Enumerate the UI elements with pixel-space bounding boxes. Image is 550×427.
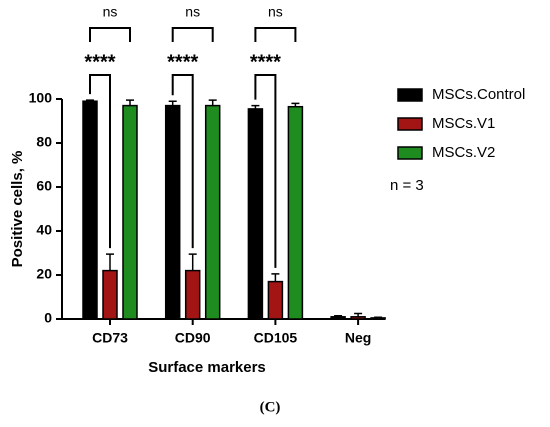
bar: [247, 108, 264, 320]
bar: [287, 105, 304, 320]
significance-bracket: [89, 27, 131, 42]
note: n = 3: [390, 177, 424, 194]
x-tick-label: CD105: [254, 330, 298, 346]
legend-swatch: [397, 88, 423, 102]
legend-label: MSCs.V2: [432, 144, 495, 161]
legend-label: MSCs.V1: [432, 115, 495, 132]
significance-label: ****: [250, 51, 281, 73]
y-tick-label: 100: [29, 90, 53, 106]
error-bar: [106, 253, 114, 271]
y-tick-label: 0: [44, 310, 52, 326]
bar: [204, 104, 221, 320]
y-axis-title: Positive cells, %: [9, 151, 26, 268]
x-tick-label: CD90: [175, 330, 211, 346]
bar: [164, 104, 181, 320]
bar: [330, 316, 346, 320]
bar: [102, 269, 118, 320]
error-bar: [126, 99, 134, 106]
error-bar: [374, 316, 383, 318]
significance-bracket: [171, 74, 194, 249]
bar: [82, 100, 98, 320]
legend-swatch: [397, 117, 423, 131]
significance-bracket: [89, 74, 111, 249]
bar: [350, 316, 366, 320]
significance-label: ****: [84, 51, 115, 73]
significance-label: ns: [103, 4, 118, 20]
error-bar: [354, 312, 363, 317]
bar: [184, 269, 201, 320]
x-axis-title: Surface markers: [148, 359, 266, 376]
error-bar: [271, 273, 280, 282]
error-bar: [188, 253, 197, 271]
panel-label: (C): [260, 399, 281, 415]
bar: [267, 280, 284, 320]
legend-swatch: [397, 146, 423, 160]
significance-bracket: [254, 74, 277, 268]
significance-bracket: [254, 27, 297, 42]
error-bar: [334, 314, 343, 317]
x-tick-label: Neg: [345, 330, 371, 346]
significance-label: ns: [185, 4, 200, 20]
y-tick-label: 20: [36, 266, 52, 282]
error-bar: [251, 104, 260, 109]
bar: [370, 317, 386, 320]
significance-bracket: [171, 27, 214, 42]
y-tick-label: 40: [36, 222, 52, 238]
bar: [122, 104, 138, 320]
error-bar: [208, 99, 217, 106]
error-bar: [291, 102, 300, 107]
x-tick-label: CD73: [92, 330, 128, 346]
y-tick-label: 60: [36, 178, 52, 194]
significance-label: ns: [268, 4, 283, 20]
error-bar: [168, 100, 177, 106]
y-tick-label: 80: [36, 134, 52, 150]
significance-label: ****: [167, 51, 198, 73]
legend-label: MSCs.Control: [432, 86, 525, 103]
error-bar: [86, 99, 94, 102]
